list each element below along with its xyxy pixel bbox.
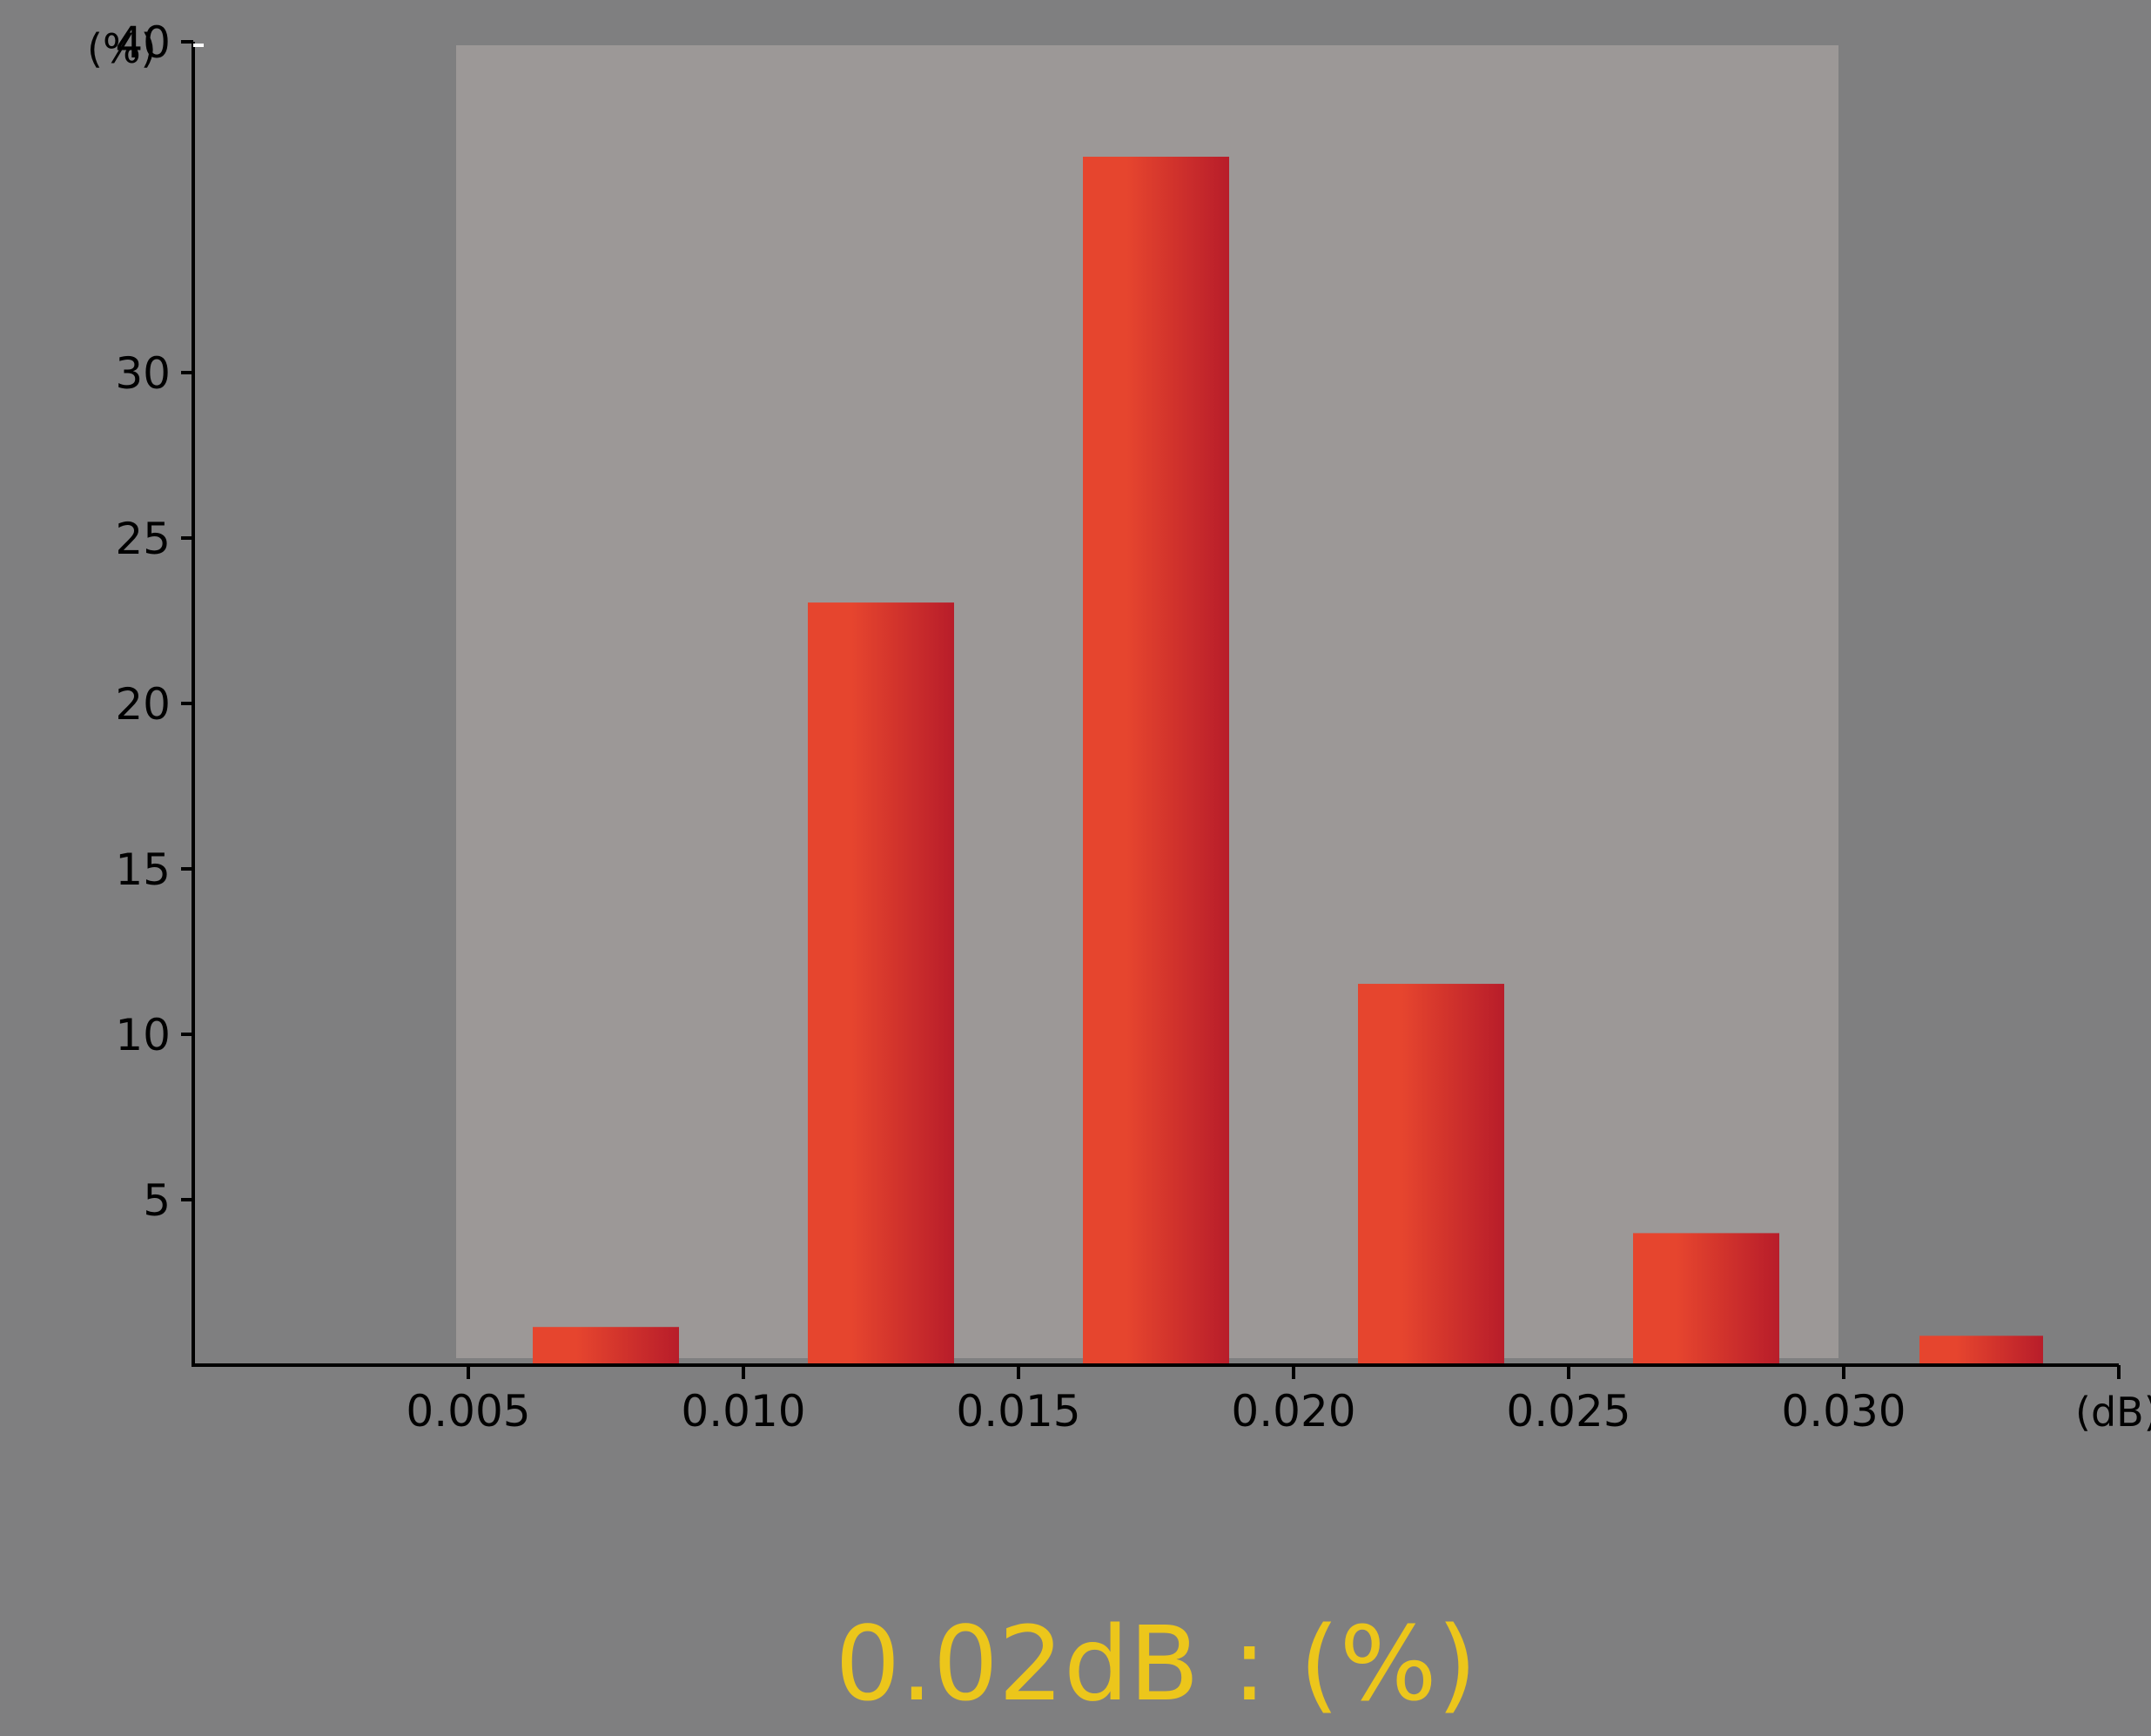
y-tick-label-40: 40 bbox=[115, 17, 171, 68]
bars-group bbox=[533, 157, 2043, 1365]
y-tick-label-30: 30 bbox=[115, 348, 171, 399]
x-tick-label-0.015: 0.015 bbox=[956, 1386, 1080, 1437]
x-tick-label-0.005: 0.005 bbox=[406, 1386, 530, 1437]
chart-caption: 0.02dB : (%) bbox=[835, 1604, 1477, 1724]
y-tick-label-20: 20 bbox=[115, 679, 171, 730]
x-tick-label-0.020: 0.020 bbox=[1231, 1386, 1355, 1437]
x-tick-label-0.010: 0.010 bbox=[681, 1386, 805, 1437]
y-axis-unit: (%) bbox=[87, 25, 157, 72]
x-ticks-group: 0.005 0.010 0.015 0.020 0.025 0.030 bbox=[406, 1365, 2121, 1437]
bar-2 bbox=[1083, 157, 1229, 1365]
bar-5 bbox=[1919, 1336, 2043, 1365]
x-tick-label-0.025: 0.025 bbox=[1506, 1386, 1630, 1437]
bar-3 bbox=[1358, 984, 1504, 1365]
x-tick-label-0.030: 0.030 bbox=[1781, 1386, 1906, 1437]
bar-4 bbox=[1633, 1233, 1779, 1365]
y-tick-label-25: 25 bbox=[115, 514, 171, 564]
y-ticks-group: 5 10 15 20 25 30 40 bbox=[115, 17, 193, 1226]
bar-0 bbox=[533, 1327, 679, 1365]
y-tick-label-15: 15 bbox=[115, 844, 171, 895]
bar-1 bbox=[808, 602, 954, 1365]
x-axis-unit: (dB) bbox=[2075, 1389, 2151, 1436]
y-tick-label-10: 10 bbox=[115, 1010, 171, 1060]
y-tick-label-5: 5 bbox=[143, 1175, 171, 1226]
